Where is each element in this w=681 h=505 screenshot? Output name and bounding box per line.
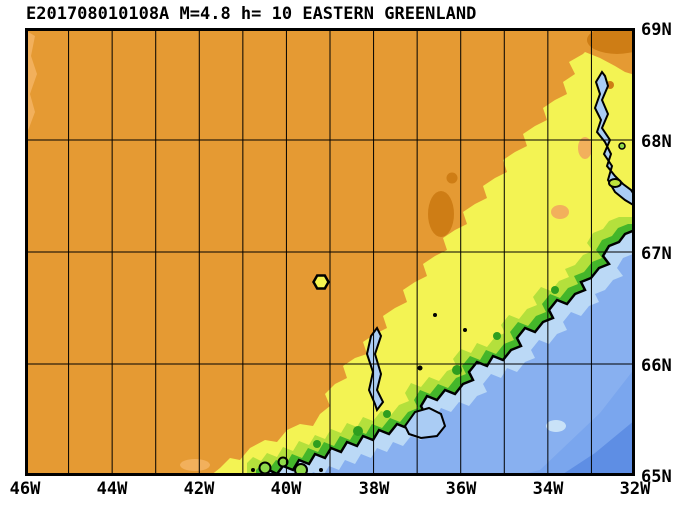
island — [294, 463, 308, 476]
bay-island — [608, 178, 622, 188]
lon-label: 36W — [445, 479, 477, 499]
lat-label: 68N — [641, 132, 672, 152]
islet — [251, 468, 255, 472]
epicenter-marker — [312, 274, 330, 290]
dark-green-spot — [313, 440, 321, 448]
lat-label: 65N — [641, 467, 672, 487]
map-frame — [25, 28, 635, 476]
islet — [463, 328, 467, 332]
dark-green-spot — [551, 286, 559, 294]
lowland-patch — [578, 137, 592, 159]
fjord-island — [618, 142, 626, 150]
lon-label: 38W — [358, 479, 390, 499]
coastal-bay — [403, 406, 447, 440]
dark-green-spot — [493, 332, 501, 340]
map-canvas — [25, 28, 635, 476]
dark-green-spot — [452, 365, 462, 375]
fjord-central — [365, 326, 385, 413]
highland-blob — [428, 191, 454, 237]
lat-label: 69N — [641, 20, 672, 40]
lon-label: 40W — [270, 479, 302, 499]
lowland-patch — [180, 459, 210, 471]
lat-label: 67N — [641, 244, 672, 264]
highland-dot — [446, 172, 458, 184]
islet — [417, 365, 423, 371]
highland-blob — [587, 28, 635, 54]
coastal-dark-green-spots — [313, 286, 559, 448]
lat-label: 66N — [641, 356, 672, 376]
lowland-patch — [551, 205, 569, 219]
island — [258, 461, 272, 475]
lon-label: 42W — [183, 479, 215, 499]
dark-green-spot — [353, 426, 363, 436]
island — [277, 456, 289, 468]
grid-lines — [25, 28, 635, 476]
islet — [319, 468, 323, 472]
lon-label: 34W — [532, 479, 564, 499]
ocean-deep-band — [560, 420, 635, 476]
islands — [251, 142, 626, 476]
dark-green-spot — [383, 410, 391, 418]
lon-label: 44W — [96, 479, 128, 499]
ocean-light-patch — [546, 420, 566, 432]
plot-title: E201708010108A M=4.8 h= 10 EASTERN GREEN… — [26, 4, 477, 24]
lon-label: 32W — [619, 479, 651, 499]
islet — [433, 313, 437, 317]
lon-label: 46W — [9, 479, 41, 499]
